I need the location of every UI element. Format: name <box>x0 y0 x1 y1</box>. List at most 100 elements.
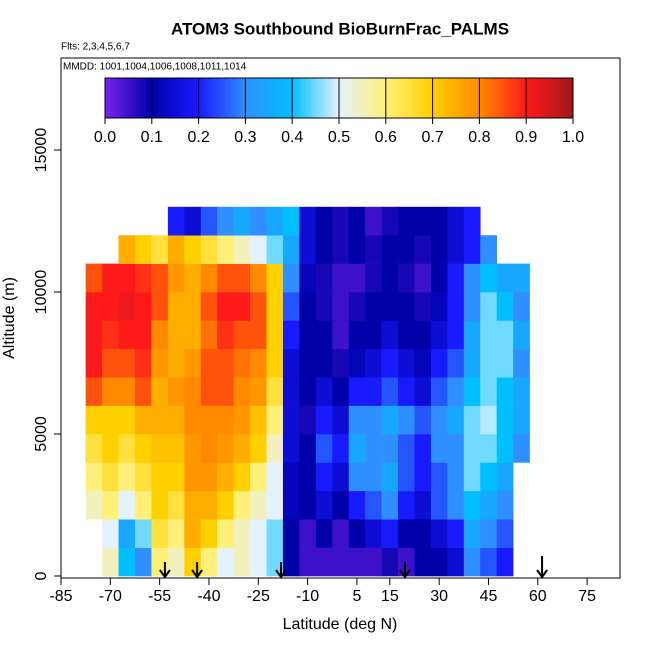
colorbar-swatch <box>365 78 368 118</box>
heat-cell <box>217 519 234 548</box>
heat-cell <box>398 320 415 350</box>
colorbar-tick-label: 0.1 <box>141 129 163 146</box>
colorbar-swatch <box>455 78 458 118</box>
colorbar-swatch <box>149 78 152 118</box>
colorbar-swatch <box>169 78 172 118</box>
heat-cell <box>365 377 382 406</box>
colorbar-swatch <box>349 78 352 118</box>
colorbar-swatch <box>119 78 122 118</box>
heat-cell <box>480 434 497 463</box>
heat-cell <box>250 292 267 321</box>
colorbar-swatch <box>403 78 406 118</box>
heat-cell <box>513 292 530 321</box>
heat-cell <box>398 490 415 520</box>
heat-cell <box>381 405 399 435</box>
heat-cell <box>184 292 202 321</box>
colorbar-swatch <box>417 78 420 118</box>
heat-cell <box>447 434 465 463</box>
colorbar-swatch <box>371 78 374 118</box>
heat-cell <box>348 235 366 264</box>
heat-cell <box>118 462 136 492</box>
colorbar-swatch <box>117 78 120 118</box>
colorbar-swatch <box>377 78 380 118</box>
heat-cell <box>365 405 382 435</box>
heat-cell <box>365 547 382 577</box>
heat-cell <box>233 263 251 293</box>
colorbar-tick-label: 0.4 <box>281 129 303 146</box>
heat-cell <box>184 235 202 264</box>
heat-cell <box>200 462 218 492</box>
heat-cell <box>102 292 119 321</box>
heat-cell <box>315 405 333 435</box>
heat-cell <box>200 263 218 293</box>
heat-cell <box>233 434 251 463</box>
heat-cell <box>463 377 481 406</box>
heat-cell <box>134 348 152 378</box>
colorbar-swatch <box>141 78 144 118</box>
heat-cell <box>365 235 382 264</box>
heat-cell <box>151 405 169 435</box>
colorbar-swatch <box>301 78 304 118</box>
colorbar-swatch <box>231 78 234 118</box>
colorbar-swatch <box>163 78 166 118</box>
colorbar-swatch <box>287 78 290 118</box>
heat-cell <box>134 405 152 435</box>
colorbar-swatch <box>435 78 438 118</box>
colorbar-swatch <box>267 78 270 118</box>
heat-cell <box>365 519 382 548</box>
heat-cell <box>233 292 251 321</box>
heat-cell <box>365 263 382 293</box>
heat-cell <box>102 263 119 293</box>
heat-cell <box>463 263 481 293</box>
heat-cell <box>315 434 333 463</box>
colorbar-tick-label: 0.3 <box>234 129 256 146</box>
heat-cell <box>315 490 333 520</box>
colorbar-swatch <box>243 78 246 118</box>
heat-cell <box>332 320 350 350</box>
colorbar-swatch <box>471 78 474 118</box>
colorbar-swatch <box>209 78 212 118</box>
heat-cell <box>513 320 530 350</box>
heat-cell <box>85 377 103 406</box>
heat-cell <box>85 348 103 378</box>
heat-cell <box>184 263 202 293</box>
heat-cell <box>348 462 366 492</box>
colorbar-swatch <box>319 78 322 118</box>
heat-cell <box>151 235 169 264</box>
colorbar-swatch <box>305 78 308 118</box>
heat-cell <box>513 348 530 378</box>
colorbar-swatch <box>181 78 184 118</box>
heat-cell <box>447 206 465 236</box>
heat-cell <box>381 263 399 293</box>
heat-cell <box>447 377 465 406</box>
colorbar-swatch <box>175 78 178 118</box>
heat-cell <box>151 490 169 520</box>
colorbar-swatch <box>395 78 398 118</box>
colorbar-swatch <box>433 78 436 118</box>
heat-cell <box>102 377 119 406</box>
colorbar-swatch <box>309 78 312 118</box>
heat-cell <box>414 263 432 293</box>
heat-cell <box>398 292 415 321</box>
colorbar-swatch <box>289 78 292 118</box>
colorbar-swatch <box>419 78 422 118</box>
colorbar-swatch <box>113 78 116 118</box>
colorbar-swatch <box>333 78 336 118</box>
heat-cell <box>167 434 185 463</box>
colorbar-swatch <box>489 78 492 118</box>
colorbar-swatch <box>327 78 330 118</box>
colorbar-swatch <box>499 78 502 118</box>
subtitle: MMDD: 1001,1004,1006,1008,1011,1014 <box>63 62 247 73</box>
heat-cell <box>250 490 267 520</box>
x-tick-label: -70 <box>99 588 122 605</box>
heat-cell <box>480 490 497 520</box>
colorbar-swatch <box>549 78 552 118</box>
heat-cell <box>184 462 202 492</box>
heat-cell <box>447 263 465 293</box>
colorbar-swatch <box>283 78 286 118</box>
heat-cell <box>85 320 103 350</box>
colorbar-swatch <box>285 78 288 118</box>
heat-cell <box>365 206 382 236</box>
colorbar-tick-label: 0.7 <box>421 129 443 146</box>
x-tick-label: 60 <box>529 588 547 605</box>
